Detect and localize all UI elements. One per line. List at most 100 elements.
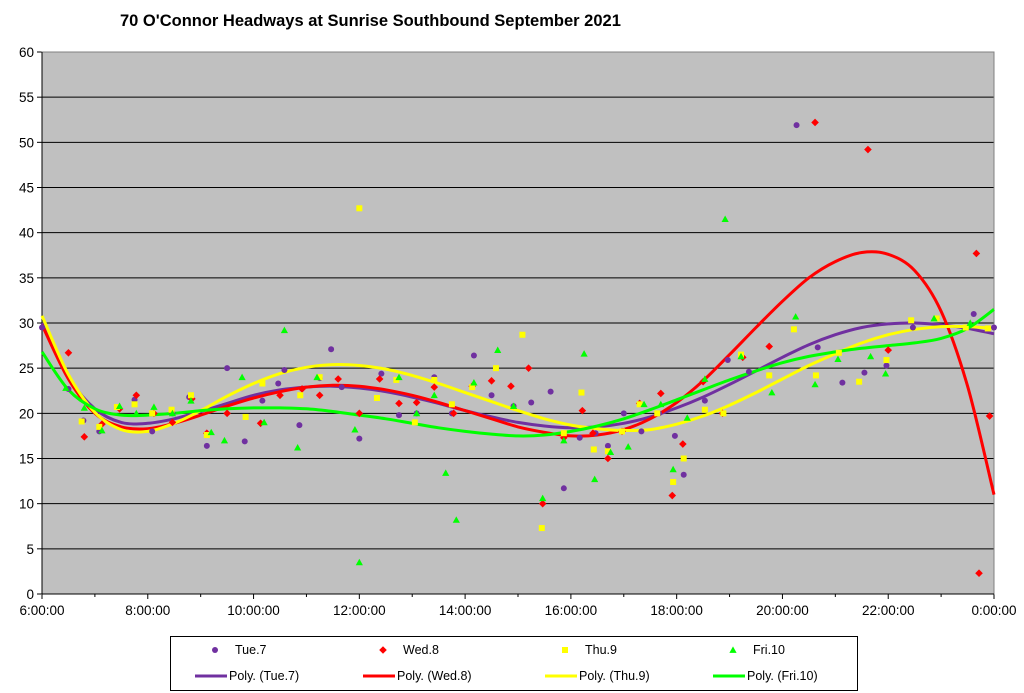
- x-tick-label: 22:00:00: [862, 603, 915, 618]
- data-point: [449, 409, 458, 418]
- x-tick-label: 6:00:00: [19, 603, 64, 618]
- data-point: [395, 373, 403, 381]
- data-point: [657, 389, 665, 398]
- data-point: [488, 392, 495, 399]
- data-point: [316, 374, 323, 381]
- legend-item: Poly. (Wed.8): [361, 665, 472, 687]
- legend-item: Poly. (Fri.10): [711, 665, 818, 687]
- data-point: [792, 313, 800, 320]
- data-point: [528, 399, 535, 406]
- data-point: [203, 442, 210, 449]
- data-point: [970, 310, 977, 317]
- data-point: [538, 525, 545, 532]
- data-point: [396, 412, 402, 419]
- legend-marker-swatch: [212, 647, 218, 653]
- legend-item: Poly. (Thu.9): [543, 665, 650, 687]
- y-tick-label: 55: [19, 90, 34, 105]
- data-point: [328, 346, 335, 353]
- data-point: [442, 469, 450, 476]
- data-point: [411, 419, 418, 426]
- data-point: [669, 465, 677, 473]
- data-point: [745, 368, 752, 375]
- data-point: [547, 388, 554, 395]
- legend-line-swatch: [545, 674, 577, 678]
- data-point: [430, 391, 438, 399]
- data-point: [908, 317, 915, 324]
- data-point: [640, 400, 648, 408]
- data-point: [80, 433, 89, 441]
- legend-label: Poly. (Wed.8): [397, 669, 472, 683]
- data-point: [224, 365, 231, 372]
- legend-label: Wed.8: [403, 643, 439, 657]
- x-tick-label: 10:00:00: [227, 603, 280, 618]
- data-point: [39, 324, 45, 331]
- data-point: [430, 383, 439, 391]
- legend-marker-swatch: [562, 647, 568, 653]
- y-tick-label: 20: [19, 406, 34, 421]
- data-point: [576, 434, 583, 441]
- data-point: [701, 406, 708, 413]
- legend-label: Tue.7: [235, 643, 267, 657]
- legend-marker: [379, 646, 387, 654]
- legend-item: Tue.7: [193, 639, 267, 661]
- x-tick-label: 20:00:00: [756, 603, 809, 618]
- data-point: [930, 314, 938, 322]
- data-point: [297, 392, 304, 399]
- data-point: [315, 391, 324, 400]
- legend-marker: [562, 647, 568, 653]
- data-point: [132, 391, 141, 400]
- data-point: [296, 422, 303, 429]
- y-tick-label: 30: [19, 316, 34, 331]
- data-point: [313, 373, 321, 381]
- x-tick-label: 8:00:00: [125, 603, 170, 618]
- data-point: [395, 399, 403, 408]
- chart-plot: 0 5 10 15 20 25 30 35 40 45 50 55 60 6:00:00 8:00:00 10…: [19, 45, 1017, 618]
- data-point: [883, 357, 890, 364]
- data-point: [220, 436, 229, 444]
- data-point: [835, 349, 842, 356]
- data-point: [412, 398, 421, 407]
- legend-marker: [729, 646, 737, 653]
- data-point: [538, 499, 547, 508]
- data-point: [701, 375, 709, 382]
- data-point: [470, 352, 477, 359]
- data-point: [373, 394, 380, 401]
- data-point: [884, 346, 893, 354]
- data-point: [966, 319, 974, 326]
- legend-line-swatch: [195, 674, 227, 678]
- legend-marker: [212, 647, 218, 653]
- data-point: [413, 409, 421, 417]
- data-point: [469, 384, 476, 391]
- legend-label: Poly. (Fri.10): [747, 669, 818, 683]
- data-point: [242, 413, 249, 420]
- data-point: [78, 418, 85, 425]
- y-tick-label: 25: [19, 361, 34, 376]
- data-point: [256, 419, 265, 428]
- data-point: [580, 350, 588, 357]
- legend-label: Fri.10: [753, 643, 785, 657]
- data-point: [624, 443, 632, 450]
- data-point: [131, 401, 138, 408]
- data-point: [298, 385, 306, 393]
- data-point: [334, 375, 342, 383]
- legend-line-swatch: [363, 674, 395, 678]
- data-point: [962, 324, 969, 331]
- x-tick-label: 16:00:00: [545, 603, 598, 618]
- data-points: [39, 118, 997, 578]
- data-point: [355, 558, 363, 566]
- data-point: [62, 384, 70, 391]
- data-point: [375, 375, 384, 383]
- data-point: [168, 406, 175, 413]
- data-point: [132, 409, 140, 417]
- data-point: [560, 485, 567, 492]
- data-point: [431, 376, 438, 383]
- data-point: [765, 342, 774, 351]
- data-point: [604, 442, 611, 449]
- legend-item: Poly. (Tue.7): [193, 665, 299, 687]
- data-point: [671, 432, 678, 439]
- legend-item: Wed.8: [361, 639, 439, 661]
- data-point: [737, 352, 745, 360]
- data-point: [589, 429, 597, 438]
- data-point: [241, 438, 248, 445]
- trendline: [40, 308, 995, 438]
